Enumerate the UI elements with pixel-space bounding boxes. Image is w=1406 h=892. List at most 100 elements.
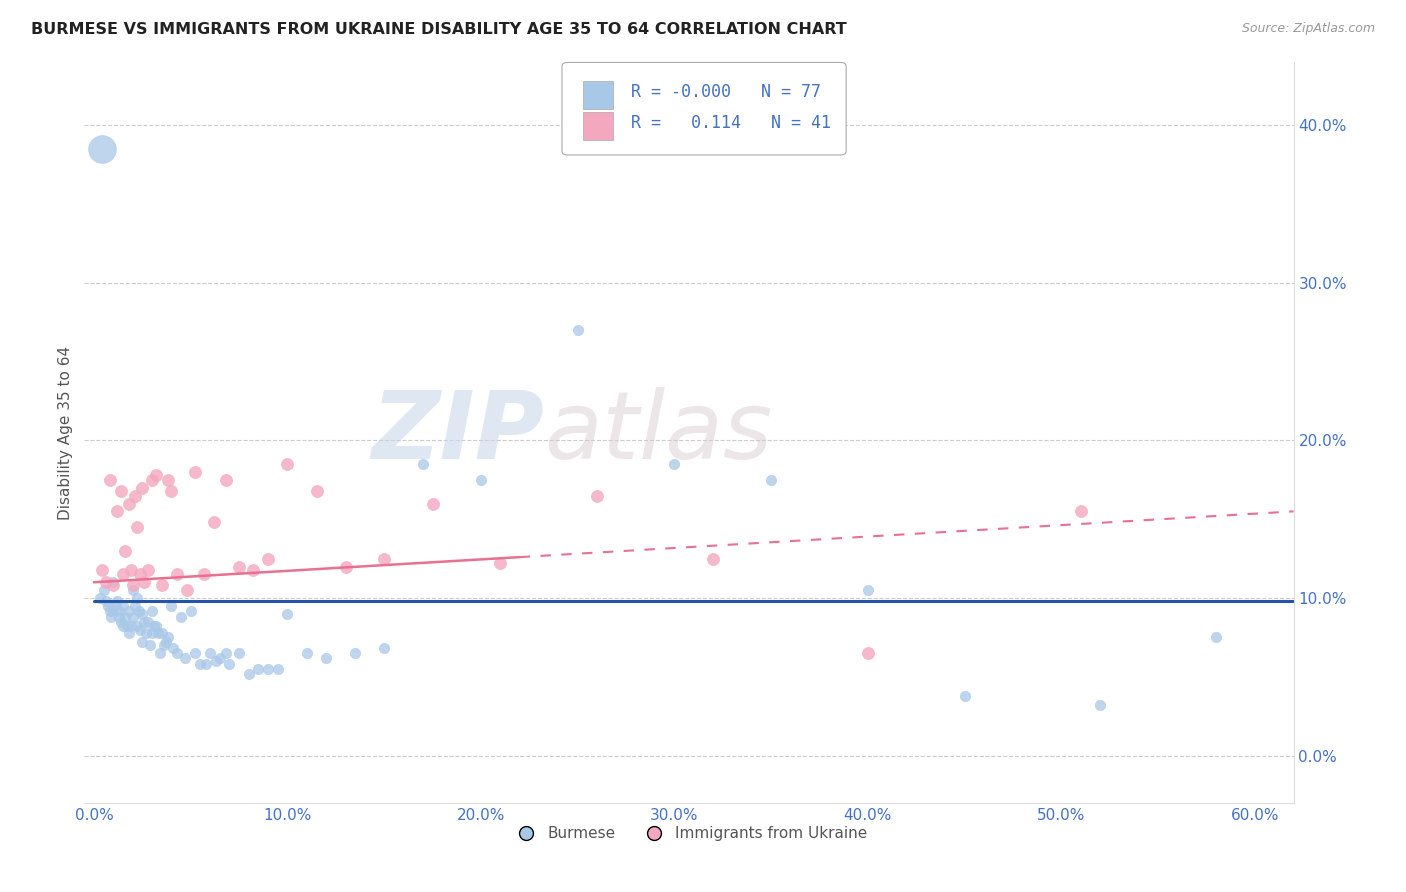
Text: R =   0.114   N = 41: R = 0.114 N = 41	[631, 114, 831, 132]
Point	[208, 651, 231, 665]
Point	[129, 567, 152, 582]
Point	[195, 657, 218, 672]
Point	[257, 551, 280, 566]
Point	[103, 578, 125, 592]
Point	[156, 473, 179, 487]
Point	[98, 604, 121, 618]
Point	[146, 625, 169, 640]
Point	[856, 583, 879, 598]
Point	[238, 666, 260, 681]
Point	[110, 483, 132, 498]
Point	[118, 604, 141, 618]
Point	[205, 654, 228, 668]
Point	[218, 657, 240, 672]
Point	[1070, 504, 1092, 518]
Point	[335, 559, 357, 574]
Point	[567, 323, 589, 337]
Point	[105, 504, 128, 518]
Point	[174, 651, 197, 665]
Point	[315, 651, 337, 665]
Point	[134, 575, 156, 590]
Point	[121, 583, 143, 598]
Point	[305, 483, 328, 498]
Point	[295, 646, 318, 660]
Point	[150, 578, 173, 592]
Point	[128, 604, 150, 618]
Point	[214, 473, 236, 487]
Point	[108, 604, 131, 618]
Point	[198, 646, 221, 660]
Bar	[582, 81, 613, 109]
Point	[160, 599, 183, 613]
Point	[97, 599, 120, 613]
Point	[141, 604, 163, 618]
Point	[176, 583, 198, 598]
Point	[276, 607, 298, 621]
Point	[134, 615, 156, 629]
Point	[344, 646, 367, 660]
Point	[112, 567, 135, 582]
Point	[242, 563, 264, 577]
Point	[89, 591, 111, 605]
Point	[131, 481, 153, 495]
Point	[118, 625, 141, 640]
Point	[267, 662, 290, 676]
Point	[103, 575, 125, 590]
Point	[98, 473, 121, 487]
Point	[170, 610, 193, 624]
Point	[953, 689, 976, 703]
Point	[155, 635, 177, 649]
Point	[856, 646, 879, 660]
Text: atlas: atlas	[544, 387, 772, 478]
Point	[156, 631, 179, 645]
Point	[214, 646, 236, 660]
Point	[136, 615, 159, 629]
Point	[136, 563, 159, 577]
Point	[103, 604, 125, 618]
Point	[104, 599, 127, 613]
Point	[759, 473, 782, 487]
Point	[112, 619, 135, 633]
Point	[183, 646, 205, 660]
Point	[166, 646, 188, 660]
Point	[149, 646, 172, 660]
Point	[160, 483, 183, 498]
Point	[131, 607, 153, 621]
Point	[422, 496, 444, 510]
Point	[93, 583, 115, 598]
Point	[180, 604, 202, 618]
Point	[125, 591, 148, 605]
Point	[105, 594, 128, 608]
Point	[141, 473, 163, 487]
Point	[373, 641, 395, 656]
FancyBboxPatch shape	[562, 62, 846, 155]
Text: Source: ZipAtlas.com: Source: ZipAtlas.com	[1241, 22, 1375, 36]
Point	[108, 610, 131, 624]
Point	[152, 638, 174, 652]
Point	[115, 619, 138, 633]
Point	[141, 625, 163, 640]
Point	[118, 496, 141, 510]
Point	[702, 551, 724, 566]
Point	[100, 610, 122, 624]
Point	[202, 516, 225, 530]
Point	[114, 610, 136, 624]
Point	[166, 567, 188, 582]
Point	[94, 594, 117, 608]
Point	[228, 559, 250, 574]
Point	[139, 638, 162, 652]
Y-axis label: Disability Age 35 to 64: Disability Age 35 to 64	[58, 345, 73, 520]
Text: BURMESE VS IMMIGRANTS FROM UKRAINE DISABILITY AGE 35 TO 64 CORRELATION CHART: BURMESE VS IMMIGRANTS FROM UKRAINE DISAB…	[31, 22, 846, 37]
Point	[489, 557, 512, 571]
Point	[183, 465, 205, 479]
Point	[125, 520, 148, 534]
Point	[150, 625, 173, 640]
Point	[121, 578, 143, 592]
Point	[121, 610, 143, 624]
Point	[412, 457, 434, 471]
Point	[90, 563, 112, 577]
Point	[145, 619, 167, 633]
Point	[586, 489, 609, 503]
Point	[276, 457, 298, 471]
Point	[135, 625, 157, 640]
